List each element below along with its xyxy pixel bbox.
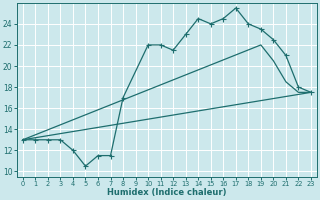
X-axis label: Humidex (Indice chaleur): Humidex (Indice chaleur) [107,188,227,197]
